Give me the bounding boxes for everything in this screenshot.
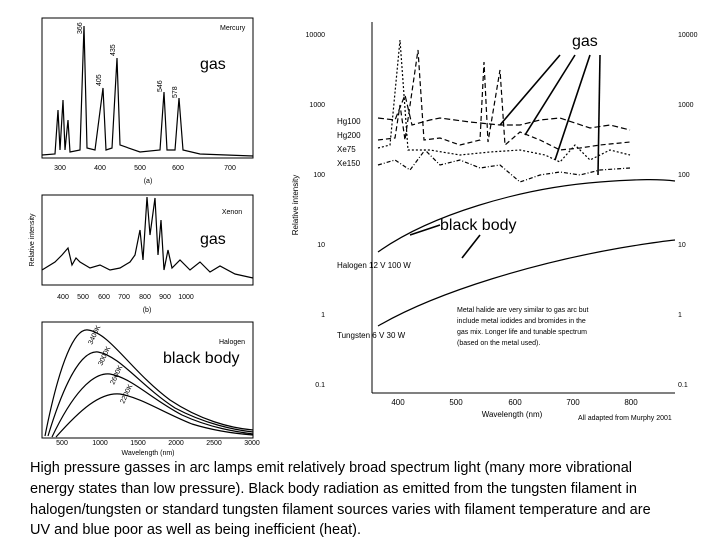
xe150-curve <box>377 149 631 183</box>
legend-entry: Hg100 <box>337 117 361 126</box>
note-line: (based on the metal used). <box>457 340 540 347</box>
y-tick-label: 1 <box>321 312 325 319</box>
legend-entry: Xe150 <box>337 159 361 168</box>
note-line: include metal iodides and bromides in th… <box>457 318 586 325</box>
caption-line: High pressure gasses in arc lamps emit r… <box>30 460 632 476</box>
bb-2600 <box>51 373 254 438</box>
panel-title: Halogen <box>219 339 245 346</box>
x-tick-label: 400 <box>391 398 405 407</box>
x-tick-label: 2000 <box>168 440 184 447</box>
note-line: Metal halide are very similar to gas arc… <box>457 307 589 314</box>
xenon-frame <box>41 194 254 286</box>
x-label: Wavelength (nm) <box>121 450 174 457</box>
y-tick-label: 100 <box>313 172 325 179</box>
y2-tick-label: 0.1 <box>678 382 688 389</box>
y-label: Relative intensity <box>29 213 36 266</box>
subcaption: (b) <box>143 307 152 314</box>
peak-label: 435 <box>110 44 117 56</box>
y-tick-label: 1000 <box>309 102 325 109</box>
x-tick-label: 1000 <box>92 440 108 447</box>
bb-3000 <box>47 351 254 437</box>
y2-tick-label: 10 <box>678 242 686 249</box>
bb-2200 <box>55 393 254 438</box>
tungsten-curve <box>377 239 676 327</box>
x-tick-label: 500 <box>449 398 463 407</box>
panel-title: Xenon <box>222 209 242 216</box>
subcaption: (a) <box>144 178 153 185</box>
x-tick-label: 400 <box>57 294 69 301</box>
x-tick-label: 800 <box>139 294 151 301</box>
x-tick-label: 600 <box>98 294 110 301</box>
annotation: black body <box>440 217 517 234</box>
curve-label: 2600K <box>109 364 124 386</box>
y2-tick-label: 1000 <box>678 102 694 109</box>
peak-label: 578 <box>172 86 179 98</box>
x-tick-label: 700 <box>566 398 580 407</box>
y2-tick-label: 100 <box>678 172 690 179</box>
curve-label: Halogen 12 V 100 W <box>337 261 411 270</box>
halogen-frame <box>41 321 254 439</box>
panel-title: Mercury <box>220 25 246 32</box>
annotation: black body <box>163 350 240 367</box>
annotation-arrows <box>409 54 601 259</box>
annotation: gas <box>572 33 598 50</box>
y2-tick-label: 1 <box>678 312 682 319</box>
xe75-curve <box>377 39 631 163</box>
peak-label: 546 <box>157 80 164 92</box>
y-tick-label: 10000 <box>306 32 326 39</box>
x-tick-label: 3000 <box>244 440 260 447</box>
annotation: gas <box>200 231 226 248</box>
note-line: gas mix. Longer life and tunable spectru… <box>457 329 587 336</box>
x-tick-label: 400 <box>94 165 106 172</box>
y2-tick-label: 10000 <box>678 32 698 39</box>
xenon-spectrum <box>41 196 254 279</box>
halogen-curve <box>377 179 676 253</box>
legend-entry: Hg200 <box>337 131 361 140</box>
x-tick-label: 1500 <box>130 440 146 447</box>
x-tick-label: 1000 <box>178 294 194 301</box>
x-tick-label: 800 <box>624 398 638 407</box>
peak-label: 366 <box>77 22 84 34</box>
mercury-spectrum <box>41 25 254 157</box>
x-tick-label: 500 <box>134 165 146 172</box>
x-tick-label: 300 <box>54 165 66 172</box>
caption-line: halogen/tungsten or standard tungsten fi… <box>30 502 651 518</box>
y-label: Relative intensity <box>291 175 300 235</box>
x-tick-label: 500 <box>56 440 68 447</box>
bb-3400 <box>44 329 254 437</box>
peak-label: 405 <box>96 74 103 86</box>
curve-label: Tungsten 6 V 30 W <box>337 331 406 340</box>
x-tick-label: 500 <box>77 294 89 301</box>
hg100-curve <box>377 93 631 131</box>
x-tick-label: 900 <box>159 294 171 301</box>
annotation: gas <box>200 56 226 73</box>
x-tick-label: 600 <box>508 398 522 407</box>
caption-line: energy states than low pressure). Black … <box>30 481 637 497</box>
x-tick-label: 600 <box>172 165 184 172</box>
legend-entry: Xe75 <box>337 145 356 154</box>
x-tick-label: 2500 <box>206 440 222 447</box>
mercury-frame <box>41 17 254 159</box>
caption-line: UV and blue poor as well as being ineffi… <box>30 522 361 538</box>
y-tick-label: 10 <box>317 242 325 249</box>
credit: All adapted from Murphy 2001 <box>578 415 672 422</box>
x-tick-label: 700 <box>118 294 130 301</box>
y-tick-label: 0.1 <box>315 382 325 389</box>
hg200-curve <box>377 49 631 151</box>
x-tick-label: 700 <box>224 165 236 172</box>
x-label: Wavelength (nm) <box>482 410 543 419</box>
